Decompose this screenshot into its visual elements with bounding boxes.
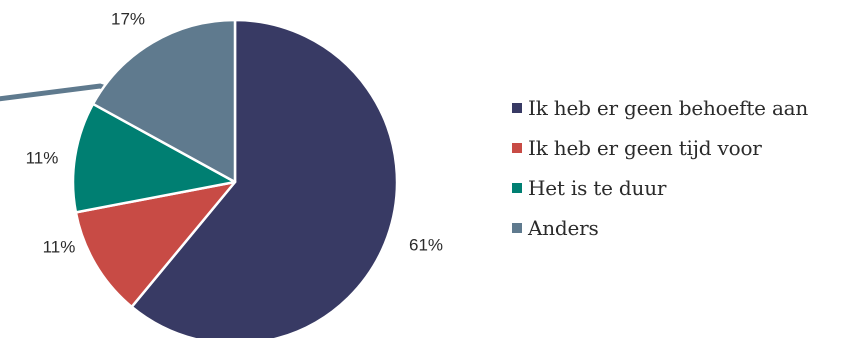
legend-item-ik-heb-er-geen-behoefte-aan[interactable]: Ik heb er geen behoefte aan xyxy=(512,88,857,128)
data-label-te-duur: 11% xyxy=(26,148,59,167)
chart-legend: Ik heb er geen behoefte aan Ik heb er ge… xyxy=(512,88,857,248)
data-label-anders: 17% xyxy=(111,9,145,28)
legend-swatch-te-duur xyxy=(512,183,522,193)
pie-data-labels: 61% 11% 11% 17% xyxy=(26,9,443,256)
legend-item-ik-heb-er-geen-tijd-voor[interactable]: Ik heb er geen tijd voor xyxy=(512,128,857,168)
pie-slices xyxy=(0,18,399,338)
pie-slice-geen-tijd[interactable] xyxy=(74,180,237,309)
pie-slice-te-duur[interactable] xyxy=(71,102,237,214)
legend-swatch-geen-behoefte xyxy=(512,103,522,113)
data-label-geen-behoefte: 61% xyxy=(409,235,443,254)
pie-slice-geen-behoefte[interactable] xyxy=(130,18,399,338)
pie-slice-anders[interactable] xyxy=(91,18,237,184)
data-label-geen-tijd: 11% xyxy=(43,237,76,256)
legend-label-geen-tijd: Ik heb er geen tijd voor xyxy=(528,136,762,160)
legend-label-anders: Anders xyxy=(528,216,599,240)
legend-item-anders[interactable]: Anders xyxy=(512,208,857,248)
legend-label-geen-behoefte: Ik heb er geen behoefte aan xyxy=(528,96,809,120)
legend-label-te-duur: Het is te duur xyxy=(528,176,667,200)
legend-swatch-anders xyxy=(512,223,522,233)
legend-item-het-is-te-duur[interactable]: Het is te duur xyxy=(512,168,857,208)
legend-swatch-geen-tijd xyxy=(512,143,522,153)
